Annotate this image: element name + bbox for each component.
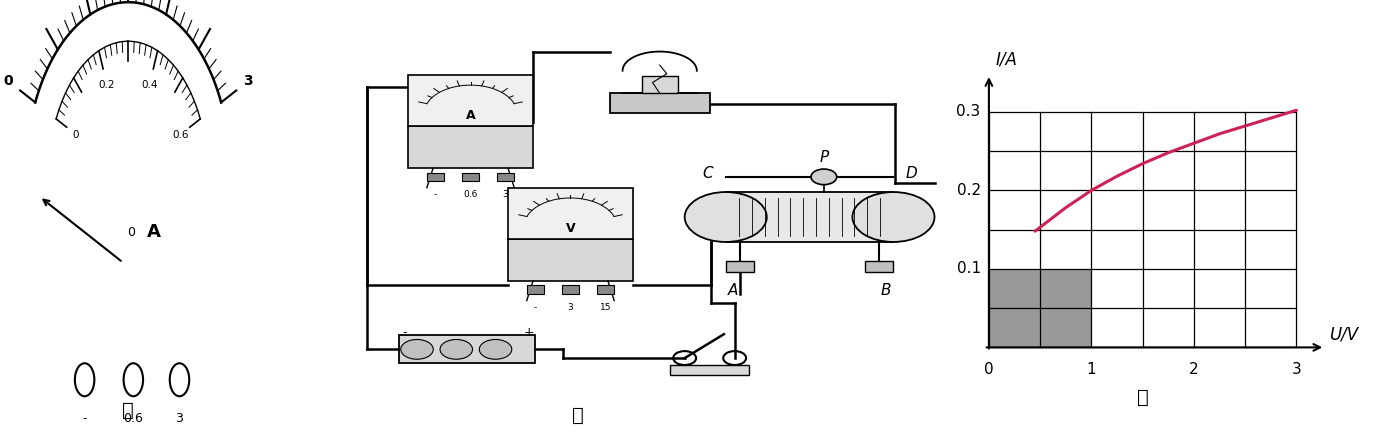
Text: 2: 2 <box>1189 362 1199 377</box>
Circle shape <box>685 192 766 242</box>
Text: 甲: 甲 <box>122 401 134 420</box>
Text: 0.4: 0.4 <box>141 80 158 90</box>
Circle shape <box>439 339 473 359</box>
Text: 0.6: 0.6 <box>172 129 188 139</box>
Text: 15: 15 <box>600 303 611 312</box>
Text: A: A <box>728 283 739 298</box>
Text: 0.2: 0.2 <box>98 80 115 90</box>
Bar <box>561 286 579 294</box>
Text: -: - <box>434 190 437 199</box>
Text: 0: 0 <box>984 362 994 377</box>
Bar <box>642 76 678 93</box>
Text: B: B <box>881 283 891 298</box>
Bar <box>865 261 894 273</box>
Bar <box>509 187 633 239</box>
Text: +: + <box>524 326 535 339</box>
Bar <box>597 286 614 294</box>
Text: -: - <box>82 412 87 425</box>
Text: 0.6: 0.6 <box>123 412 143 425</box>
Text: -: - <box>402 326 407 339</box>
Text: 乙: 乙 <box>572 406 584 425</box>
Circle shape <box>811 169 837 185</box>
Text: 0.3: 0.3 <box>956 104 981 119</box>
Text: C: C <box>703 166 714 181</box>
Circle shape <box>480 339 511 359</box>
Bar <box>726 192 894 242</box>
Text: U/V: U/V <box>1329 326 1358 343</box>
Text: 丙: 丙 <box>1137 388 1149 407</box>
Bar <box>988 269 1091 347</box>
Text: D: D <box>905 166 918 181</box>
Bar <box>610 93 710 113</box>
Bar <box>509 239 633 281</box>
Text: A: A <box>147 223 161 241</box>
Bar <box>462 173 480 181</box>
Text: 3: 3 <box>243 74 252 88</box>
Text: 0.6: 0.6 <box>463 190 478 199</box>
Circle shape <box>852 192 934 242</box>
Bar <box>527 286 545 294</box>
Text: 0.1: 0.1 <box>956 261 981 276</box>
Text: 3: 3 <box>503 190 509 199</box>
Bar <box>407 126 534 168</box>
Bar <box>407 75 534 126</box>
Text: 3: 3 <box>1292 362 1301 377</box>
Text: 1: 1 <box>1087 362 1096 377</box>
Text: A: A <box>466 109 475 122</box>
Text: I/A: I/A <box>995 51 1017 69</box>
Text: 0: 0 <box>72 129 79 139</box>
Text: 3: 3 <box>176 412 183 425</box>
Text: P: P <box>819 150 829 164</box>
Text: -: - <box>534 303 538 312</box>
Text: V: V <box>565 222 575 235</box>
Bar <box>671 365 748 375</box>
Bar <box>399 335 535 364</box>
Text: 0.2: 0.2 <box>956 183 981 198</box>
Bar <box>726 261 754 273</box>
Circle shape <box>401 339 434 359</box>
Bar <box>498 173 514 181</box>
Text: 0: 0 <box>126 226 134 239</box>
Text: 0: 0 <box>4 74 14 88</box>
Bar <box>427 173 444 181</box>
Text: 3: 3 <box>568 303 574 312</box>
